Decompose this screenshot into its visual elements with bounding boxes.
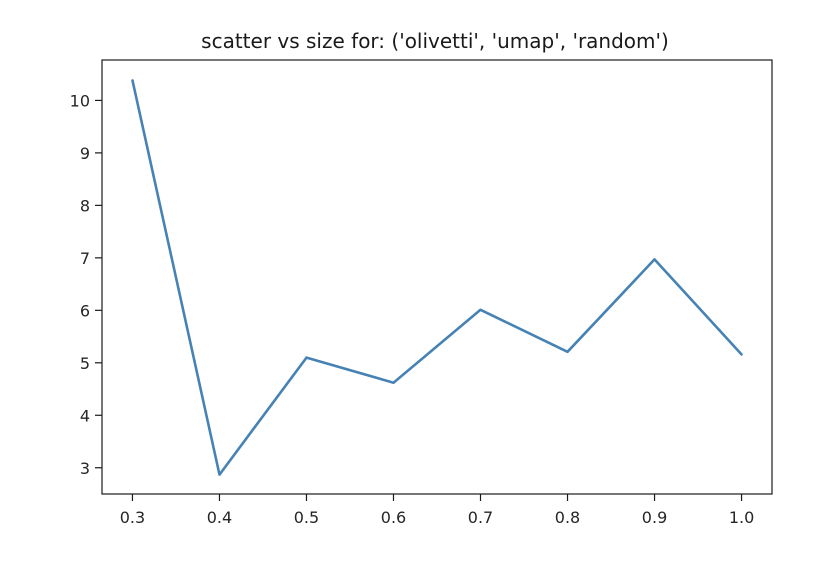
y-tick-label: 8 bbox=[80, 196, 90, 215]
axes-frame bbox=[101, 59, 773, 495]
y-tick-label: 10 bbox=[70, 91, 90, 110]
x-tick-label: 0.8 bbox=[555, 508, 580, 527]
y-tick-label: 7 bbox=[80, 249, 90, 268]
x-tick-label: 1.0 bbox=[729, 508, 754, 527]
y-tick-label: 4 bbox=[80, 406, 90, 425]
y-tick-label: 9 bbox=[80, 144, 90, 163]
x-tick-label: 0.3 bbox=[120, 508, 145, 527]
series-line bbox=[131, 79, 743, 476]
x-tick-label: 0.7 bbox=[468, 508, 493, 527]
chart-title: scatter vs size for: ('olivetti', 'umap'… bbox=[201, 29, 669, 53]
x-tick-label: 0.4 bbox=[207, 508, 232, 527]
y-tick-label: 5 bbox=[80, 354, 90, 373]
plot-area: 0.3 0.4 0.5 0.6 0.7 0.8 0.9 1.0 3 4 5 6 7 8 9 10 bbox=[70, 59, 773, 527]
x-tick-label: 0.6 bbox=[381, 508, 406, 527]
y-tick-label: 6 bbox=[80, 301, 90, 320]
x-tick-label: 0.9 bbox=[642, 508, 667, 527]
y-tick-label: 3 bbox=[80, 459, 90, 478]
y-axis: 3 4 5 6 7 8 9 10 bbox=[70, 91, 102, 478]
x-axis: 0.3 0.4 0.5 0.6 0.7 0.8 0.9 1.0 bbox=[120, 494, 754, 527]
x-tick-label: 0.5 bbox=[294, 508, 319, 527]
